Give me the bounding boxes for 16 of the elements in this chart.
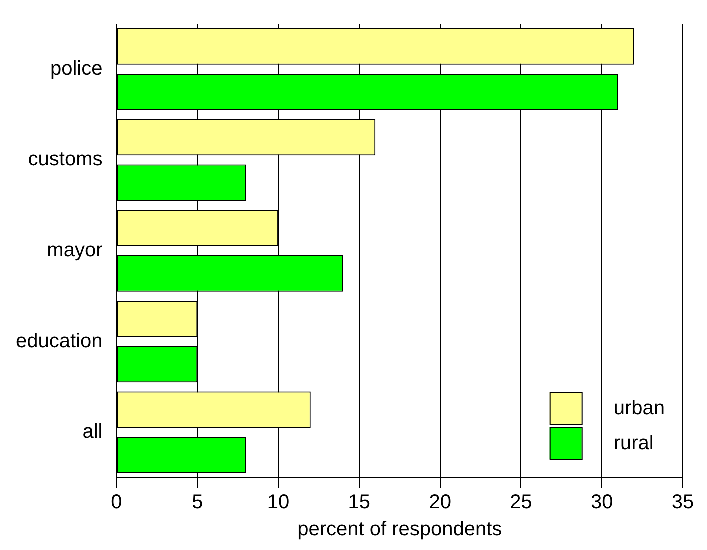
legend-label: rural (614, 432, 654, 455)
x-tick-label: 20 (429, 492, 452, 514)
x-tick-label: 0 (111, 492, 122, 514)
y-tick-label: education (16, 330, 103, 352)
legend-label: urban (614, 398, 666, 420)
y-tick-label: police (50, 58, 103, 80)
x-axis-title: percent of respondents (298, 518, 502, 541)
x-tick-label: 30 (590, 492, 614, 514)
x-tick-label: 5 (192, 492, 204, 514)
x-tick-label: 25 (510, 492, 532, 514)
y-tick-label: customs (28, 148, 103, 171)
x-tick-label: 35 (672, 492, 694, 514)
x-tick-label: 10 (267, 492, 290, 514)
y-tick-label: mayor (47, 240, 104, 262)
x-tick-label: 15 (348, 492, 371, 514)
y-tick-label: all (82, 421, 103, 444)
